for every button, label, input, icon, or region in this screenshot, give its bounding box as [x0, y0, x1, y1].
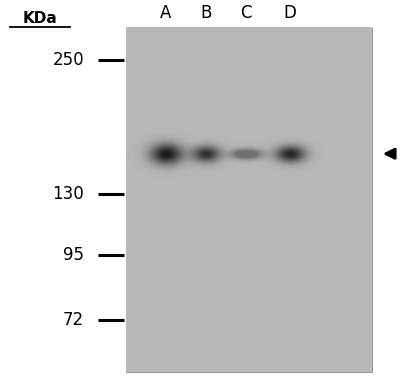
- Text: 95: 95: [63, 246, 84, 264]
- Text: C: C: [240, 4, 252, 22]
- Text: 130: 130: [52, 185, 84, 203]
- Text: D: D: [284, 4, 296, 22]
- Text: B: B: [200, 4, 212, 22]
- Text: 250: 250: [52, 51, 84, 69]
- Text: KDa: KDa: [23, 10, 57, 26]
- Text: A: A: [160, 4, 172, 22]
- Text: 72: 72: [63, 311, 84, 329]
- Bar: [126, 27, 372, 372]
